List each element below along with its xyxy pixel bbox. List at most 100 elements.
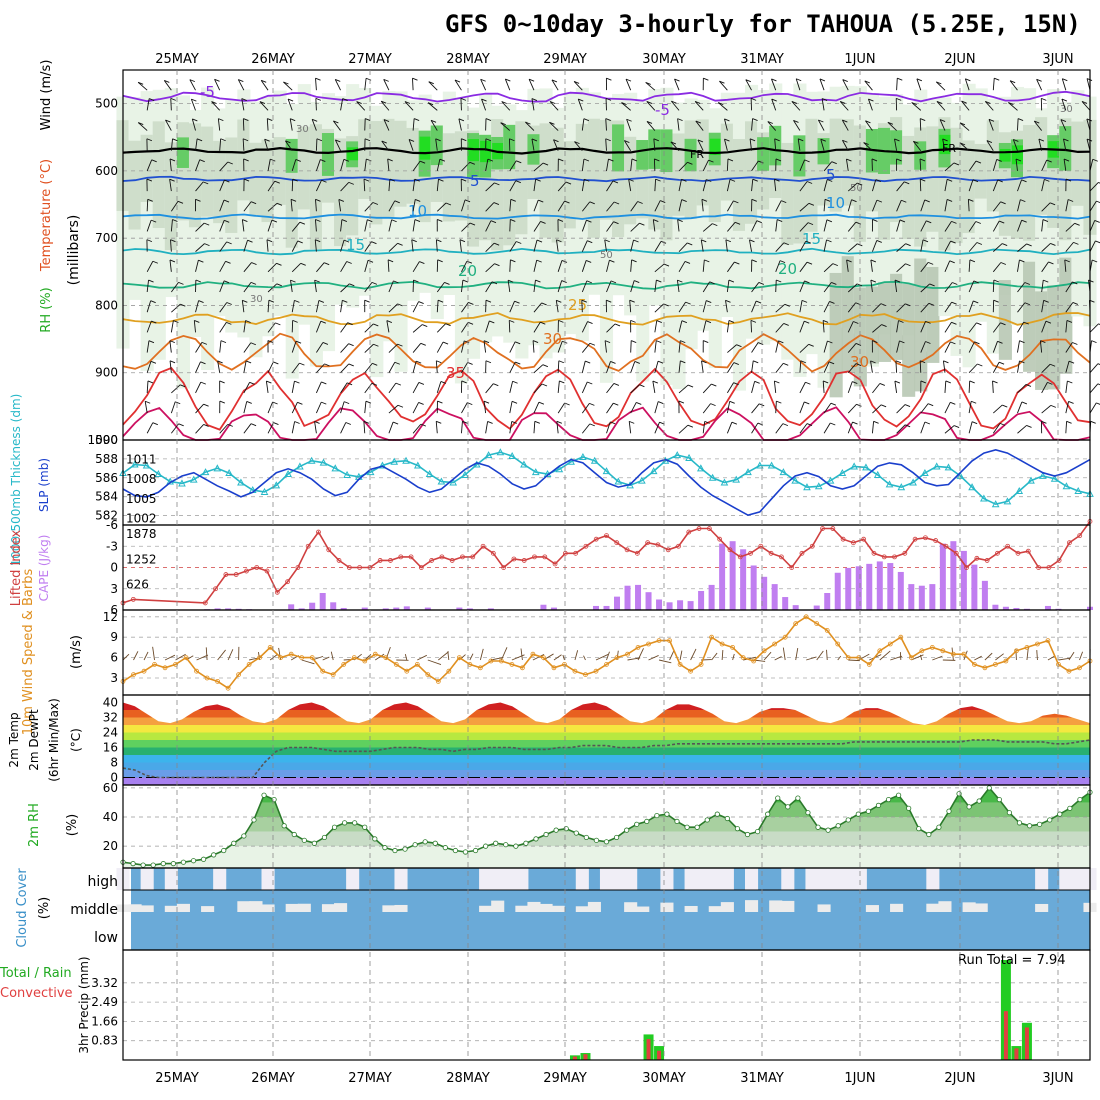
date-label-bottom: 28MAY	[446, 1071, 490, 1086]
lifted-index-point	[778, 554, 784, 560]
pressure-tick: 500	[95, 97, 118, 111]
cloud-high	[346, 868, 360, 890]
precip-conv-bar	[646, 1039, 651, 1060]
lifted-index-point	[768, 550, 774, 556]
rh-point	[462, 849, 469, 855]
lifted-index-point	[902, 550, 908, 556]
date-label-bottom: 3JUN	[1042, 1071, 1073, 1086]
date-label-top: 3JUN	[1042, 52, 1073, 67]
lifted-index-line	[122, 521, 1091, 604]
wind-barb	[932, 655, 943, 661]
wind-speed-point	[646, 641, 651, 647]
cloud-high	[781, 868, 795, 890]
rh-point	[855, 811, 861, 817]
rh-point	[875, 802, 882, 808]
cape-bar	[340, 607, 347, 610]
rh-point	[825, 827, 831, 833]
cape-bar	[960, 550, 967, 610]
cape-bar	[855, 566, 862, 610]
wind-barb	[301, 659, 315, 665]
wind-barb	[553, 654, 562, 661]
cape-bar	[897, 571, 904, 610]
cape-bar	[645, 592, 652, 610]
wind-speed-point	[551, 665, 557, 671]
precip-tick: 2.49	[91, 995, 118, 1009]
cloud-high	[394, 868, 408, 890]
cape-bar	[214, 608, 221, 610]
thickness-point	[437, 477, 446, 485]
isotherm-label: 30	[850, 353, 869, 371]
cloud-high	[599, 868, 614, 890]
wind-speed-point	[509, 662, 515, 667]
wind-tick: 3	[110, 671, 118, 685]
lifted-index-tick: -6	[106, 518, 118, 532]
thickness-line	[122, 451, 1091, 506]
lifted-index-point	[820, 526, 825, 531]
rh-contour-label: 50	[600, 250, 613, 261]
cloud-high	[817, 868, 831, 890]
isotherm-line	[122, 146, 1091, 155]
thickness-point	[767, 461, 776, 469]
rh-point	[754, 828, 761, 835]
lifted-index-point	[233, 572, 239, 577]
label-precip: 3hr Precip (mm)	[77, 956, 91, 1053]
cape-bar	[981, 580, 988, 610]
thickness-point	[579, 452, 587, 460]
precip-conv-bar	[583, 1054, 588, 1060]
wind-speed-point	[1056, 662, 1061, 667]
wind-barb	[732, 653, 735, 661]
cloud-high	[140, 868, 154, 890]
rh-point	[936, 824, 942, 830]
cape-bar	[687, 601, 694, 610]
cloud-mid	[539, 903, 553, 912]
thickness-tick: 588	[95, 452, 118, 466]
lifted-index-point	[357, 565, 363, 570]
label-minmax: (6hr Min/Max)	[47, 698, 61, 782]
wind-barb	[669, 651, 675, 661]
lifted-index-point	[542, 554, 548, 560]
cloud-mid	[745, 900, 759, 912]
wind-barb	[774, 656, 782, 661]
cape-bar	[330, 602, 337, 610]
rh-point	[362, 824, 368, 830]
rh-point	[140, 862, 146, 868]
cloud-mid	[527, 901, 541, 912]
wind-barb	[133, 651, 139, 661]
thickness-point	[755, 461, 764, 469]
isotherm-label: 25	[568, 296, 587, 314]
label-wind: Wind (m/s)	[39, 60, 54, 131]
rh-point	[311, 840, 317, 846]
thickness-point	[201, 468, 210, 476]
temp-tick: 24	[103, 726, 118, 740]
cloud-mid	[382, 905, 396, 912]
isotherm-label: 15	[802, 230, 821, 248]
cloud-high	[1071, 868, 1085, 890]
wind-barb	[122, 653, 130, 661]
thickness-point	[296, 462, 304, 470]
rh-point	[734, 826, 741, 832]
lifted-index-point	[830, 526, 836, 531]
temp-tick: 8	[110, 756, 118, 770]
rh2m-panel: 60 40 20	[103, 781, 1093, 868]
lifted-index-point	[840, 536, 846, 542]
thickness-point	[909, 478, 917, 486]
thickness-point	[366, 468, 375, 476]
thickness-point	[980, 494, 988, 502]
thickness-point	[520, 460, 528, 468]
date-label-top: 30MAY	[642, 52, 686, 67]
date-axes: 25MAY 25MAY 26MAY 26MAY 27MAY 27MAY 28MAY 28MAY…	[122, 52, 1091, 1086]
wind-speed-point	[383, 655, 389, 660]
lifted-index-point	[449, 558, 455, 563]
rh-point	[1026, 823, 1033, 829]
wind-speed-point	[498, 658, 504, 664]
date-label-bottom: 27MAY	[348, 1071, 392, 1086]
lifted-index-point	[871, 550, 877, 556]
isotherm-line	[122, 406, 1091, 441]
lifted-index-tick: 6	[110, 603, 118, 617]
thickness-point	[284, 469, 292, 477]
rh-point	[231, 840, 237, 846]
cloud-level-label: low	[94, 930, 118, 946]
cape-bar	[614, 596, 621, 610]
dewpoint-line	[122, 739, 1091, 779]
wind-barb	[816, 650, 824, 661]
